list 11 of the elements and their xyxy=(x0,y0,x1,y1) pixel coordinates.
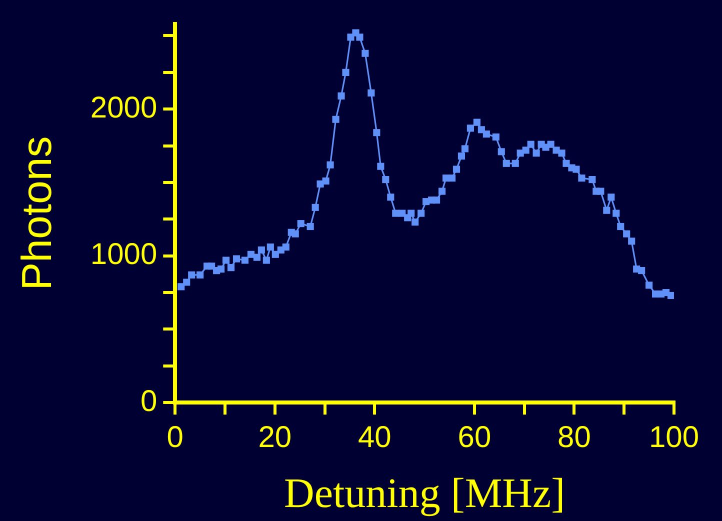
y-tick-label: 1000 xyxy=(90,238,158,272)
x-tick-label: 100 xyxy=(648,420,700,454)
x-tick-label: 20 xyxy=(258,420,292,454)
x-tick-label: 40 xyxy=(358,420,392,454)
x-tick-label: 80 xyxy=(558,420,591,454)
x-tick-label: 0 xyxy=(166,420,184,454)
y-tick-label: 0 xyxy=(140,384,158,418)
x-axis-title: Detuning [MHz] xyxy=(284,470,566,517)
y-axis-title: Photons xyxy=(12,136,60,290)
x-tick-label: 60 xyxy=(458,420,492,454)
y-tick-label: 2000 xyxy=(90,91,158,124)
